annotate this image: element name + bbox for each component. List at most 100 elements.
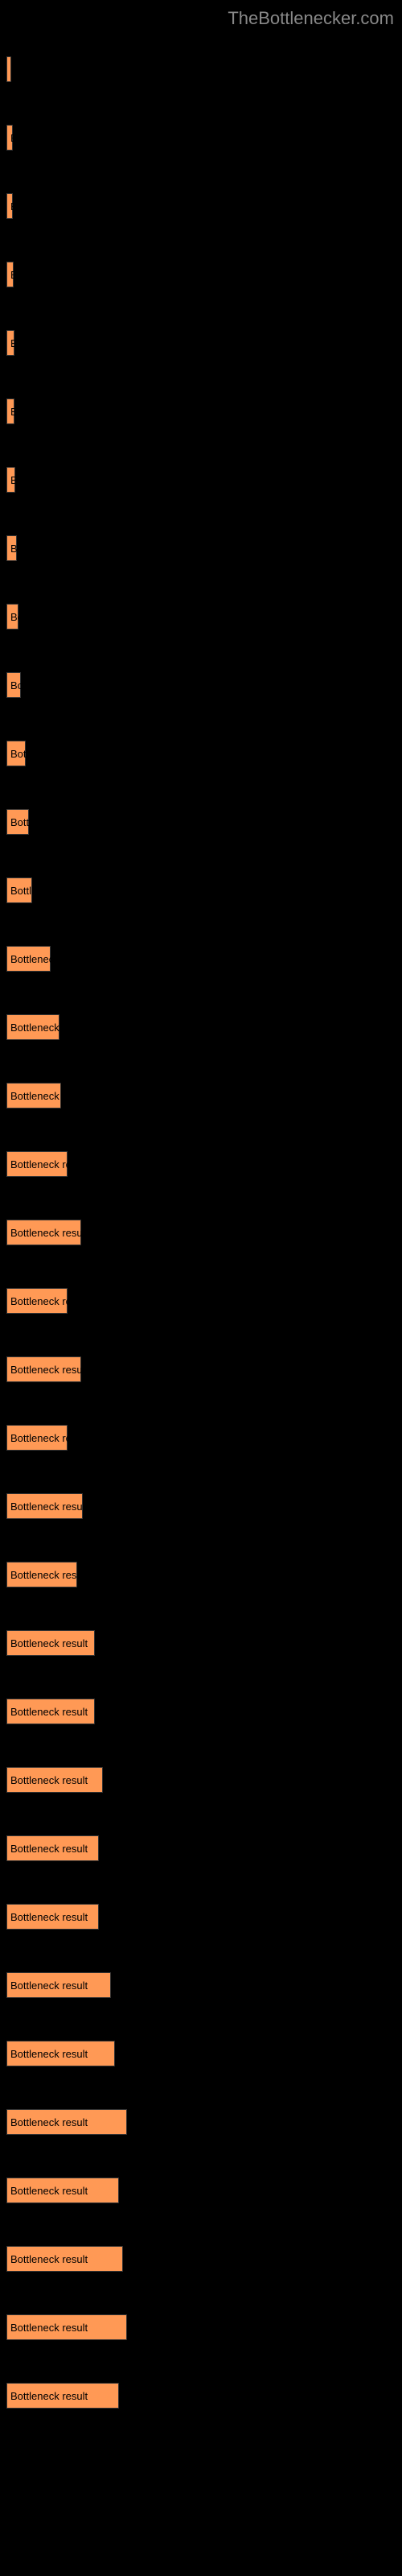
chart-bar: Bottleneck result <box>6 1220 81 1245</box>
bar-row: Bottleneck result <box>6 1356 402 1387</box>
bar-row: Bottleneck result <box>6 1699 402 1729</box>
bar-row: Bottleneck resu <box>6 1562 402 1592</box>
bar-label: Bottleneck result <box>10 2048 88 2060</box>
bar-row: Bottleneck <box>6 1083 402 1113</box>
bar-label: Bottleneck result <box>10 1501 88 1513</box>
chart-bar: B <box>6 398 14 424</box>
bar-row: B <box>6 125 402 155</box>
bar-label: Bottleneck result <box>10 2185 88 2197</box>
chart-bar: B <box>6 125 13 151</box>
bar-chart: BBBBBBBBoBoBottBottBottlBottleneckBottle… <box>0 0 402 2413</box>
bar-row: Bottleneck result <box>6 1220 402 1250</box>
chart-bar: Bottleneck result <box>6 1835 99 1861</box>
bar-row: B <box>6 262 402 292</box>
bar-label: Bottleneck result <box>10 1364 88 1376</box>
bar-label: Bottleneck resu <box>10 1158 83 1170</box>
chart-bar: Bottleneck result <box>6 2178 119 2203</box>
bar-row: Bo <box>6 672 402 703</box>
bar-row: Bottleneck result <box>6 2178 402 2208</box>
bar-label: Bottleneck rest <box>10 1295 80 1307</box>
bar-label: B <box>10 132 18 144</box>
chart-bar: Bottleneck rest <box>6 1288 68 1314</box>
bar-row: Bottleneck <box>6 946 402 976</box>
bar-label: Bottleneck <box>10 953 59 965</box>
chart-bar: Bottleneck result <box>6 2383 119 2409</box>
bar-row: B <box>6 467 402 497</box>
bar-row: Bott <box>6 809 402 840</box>
chart-bar: B <box>6 330 14 356</box>
bar-label: Bo <box>10 679 23 691</box>
bar-label: Bottleneck re <box>10 1432 72 1444</box>
chart-bar: Bottleneck re <box>6 1425 68 1451</box>
bar-label: B <box>10 543 18 555</box>
bar-label: Bottleneck result <box>10 1227 88 1239</box>
bar-label: Bottleneck result <box>10 1911 88 1923</box>
bar-label: B <box>10 406 18 418</box>
bar-row: Bottleneck result <box>6 2041 402 2071</box>
bar-label: Bottleneck result <box>10 2116 88 2128</box>
bar-row <box>6 56 402 87</box>
chart-bar: Bottleneck result <box>6 2314 127 2340</box>
chart-bar: Bo <box>6 604 18 630</box>
chart-bar: Bottleneck <box>6 1083 61 1108</box>
bar-label: Bott <box>10 816 29 828</box>
bar-row: B <box>6 398 402 429</box>
chart-bar: Bottleneck result <box>6 1356 81 1382</box>
chart-bar: Bottleneck result <box>6 1699 95 1724</box>
bar-label: Bo <box>10 611 23 623</box>
chart-bar: Bott <box>6 809 29 835</box>
chart-bar: Bottleneck result <box>6 1972 111 1998</box>
chart-bar: B <box>6 262 14 287</box>
chart-bar: Bo <box>6 672 21 698</box>
chart-bar: Bottleneck result <box>6 2246 123 2272</box>
bar-row: Bottleneck result <box>6 2383 402 2413</box>
chart-bar <box>6 56 11 82</box>
bar-label: Bott <box>10 748 29 760</box>
bar-row: Bottleneck re <box>6 1014 402 1045</box>
bars-wrapper: BBBBBBBBoBoBottBottBottlBottleneckBottle… <box>6 56 402 2413</box>
bar-label: Bottleneck result <box>10 2322 88 2334</box>
bar-label: Bottleneck result <box>10 2390 88 2402</box>
bar-label: Bottleneck result <box>10 2253 88 2265</box>
bar-row: Bottleneck result <box>6 1904 402 1934</box>
bar-label: B <box>10 200 18 213</box>
chart-bar: Bottleneck result <box>6 1904 99 1930</box>
bar-row: Bottleneck result <box>6 1767 402 1798</box>
bar-label: Bottleneck result <box>10 1706 88 1718</box>
bar-label: Bottleneck re <box>10 1022 72 1034</box>
bar-label: Bottleneck <box>10 1090 59 1102</box>
bar-row: Bottleneck result <box>6 1493 402 1524</box>
bar-label: B <box>10 474 18 486</box>
bar-row: Bottleneck result <box>6 2314 402 2345</box>
chart-bar: Bottleneck re <box>6 1014 59 1040</box>
chart-bar: Bottleneck result <box>6 1493 83 1519</box>
chart-bar: Bottl <box>6 877 32 903</box>
chart-bar: Bottleneck result <box>6 2109 127 2135</box>
bar-row: Bottleneck result <box>6 1630 402 1661</box>
bar-row: Bottl <box>6 877 402 908</box>
chart-bar: Bottleneck result <box>6 1630 95 1656</box>
bar-row: B <box>6 193 402 224</box>
bar-label: Bottleneck result <box>10 1774 88 1786</box>
bar-row: Bottleneck result <box>6 2246 402 2277</box>
bar-label: Bottl <box>10 885 31 897</box>
bar-row: Bottleneck resu <box>6 1151 402 1182</box>
bar-label: Bottleneck result <box>10 1979 88 1992</box>
bar-row: Bott <box>6 741 402 771</box>
bar-row: Bottleneck result <box>6 1972 402 2003</box>
bar-label: Bottleneck result <box>10 1637 88 1649</box>
chart-bar: B <box>6 193 13 219</box>
bar-row: Bottleneck result <box>6 1835 402 1866</box>
bar-row: Bottleneck rest <box>6 1288 402 1319</box>
chart-bar: Bottleneck <box>6 946 51 972</box>
chart-bar: Bott <box>6 741 26 766</box>
bar-label: Bottleneck resu <box>10 1569 83 1581</box>
chart-bar: B <box>6 467 15 493</box>
chart-bar: Bottleneck resu <box>6 1562 77 1587</box>
bar-label: Bottleneck result <box>10 1843 88 1855</box>
bar-label: B <box>10 269 18 281</box>
bar-row: B <box>6 330 402 361</box>
chart-bar: Bottleneck result <box>6 2041 115 2066</box>
bar-row: Bottleneck result <box>6 2109 402 2140</box>
bar-row: Bottleneck re <box>6 1425 402 1455</box>
